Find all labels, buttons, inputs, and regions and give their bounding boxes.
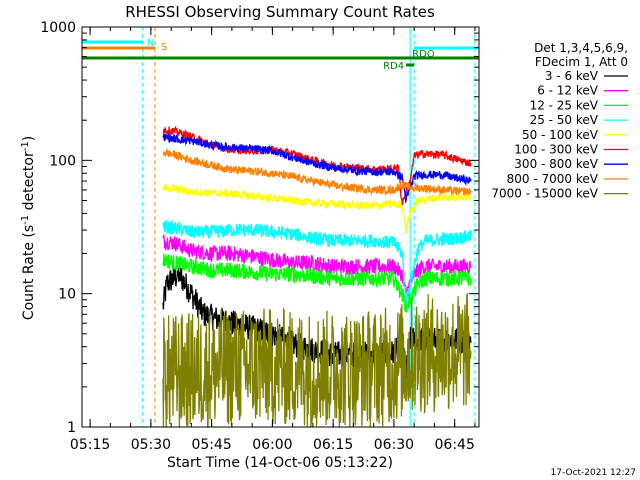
y-axis-label: Count Rate (s-1 detector-1) [20, 136, 37, 320]
series-line-2 [162, 253, 472, 313]
legend-label-5: 100 - 300 keV [514, 143, 598, 157]
x-tick-label-6: 06:45 [435, 437, 475, 453]
marker-label-4: RD4 [383, 61, 404, 72]
x-tick-label-0: 05:15 [70, 437, 110, 453]
axes-group: 05:15 05:30 05:45 06:00 06:15 06:30 06:45 1 10 10… [40, 20, 479, 453]
chart-title: RHESSI Observing Summary Count Rates [125, 3, 435, 21]
marker-label-5: RDO [412, 49, 435, 60]
y-axis-label-sup1: -1 [20, 215, 31, 225]
y-axis-label-sup2: -1 [20, 141, 31, 151]
y-axis-label-end: ) [21, 136, 37, 141]
x-tick-label-4: 06:15 [313, 437, 353, 453]
legend-label-3: 25 - 50 keV [530, 113, 599, 127]
legend-label-2: 12 - 25 keV [530, 98, 599, 112]
y-tick-label-3: 1000 [40, 20, 76, 36]
footer-date: 17-Oct-2021 12:27 [551, 468, 636, 478]
x-tick-label-2: 05:45 [191, 437, 231, 453]
y-axis-label-mid: detector [21, 151, 37, 215]
legend-header-line-1: Det 1,3,4,5,6,9, [534, 41, 628, 55]
legend-label-6: 300 - 800 keV [514, 157, 598, 171]
x-tick-label-3: 06:00 [252, 437, 292, 453]
legend-label-0: 3 - 6 keV [545, 69, 599, 83]
series-group [162, 125, 472, 428]
plot-contents: N S RD4 RDO [81, 27, 479, 428]
y-tick-label-1: 10 [58, 287, 76, 303]
series-line-1 [162, 234, 472, 297]
y-axis-label-main: Count Rate (s [21, 225, 37, 320]
x-axis-label: Start Time (14-Oct-06 05:13:22) [167, 455, 393, 471]
y-tick-label-0: 1 [67, 420, 76, 436]
legend-label-7: 800 - 7000 keV [507, 172, 599, 186]
series-line-7 [162, 147, 472, 197]
marker-label-1: S [161, 42, 167, 53]
series-line-6 [162, 132, 472, 204]
markers-group: N S RD4 RDO [82, 38, 479, 72]
series-line-4 [162, 182, 472, 234]
plot-frame [81, 26, 480, 428]
x-tick-label-1: 05:30 [131, 437, 171, 453]
x-tick-label-5: 06:30 [374, 437, 414, 453]
legend-label-1: 6 - 12 keV [537, 84, 599, 98]
y-tick-label-2: 100 [49, 153, 76, 169]
marker-label-0: N [147, 38, 154, 49]
series-line-3 [162, 219, 472, 305]
series-line-5 [162, 125, 472, 206]
series-line-8 [162, 293, 472, 428]
legend-header-line-2: FDecim 1, Att 0 [535, 55, 628, 69]
legend-label-4: 50 - 100 keV [522, 128, 599, 142]
legend-label-8: 7000 - 15000 keV [491, 187, 598, 201]
